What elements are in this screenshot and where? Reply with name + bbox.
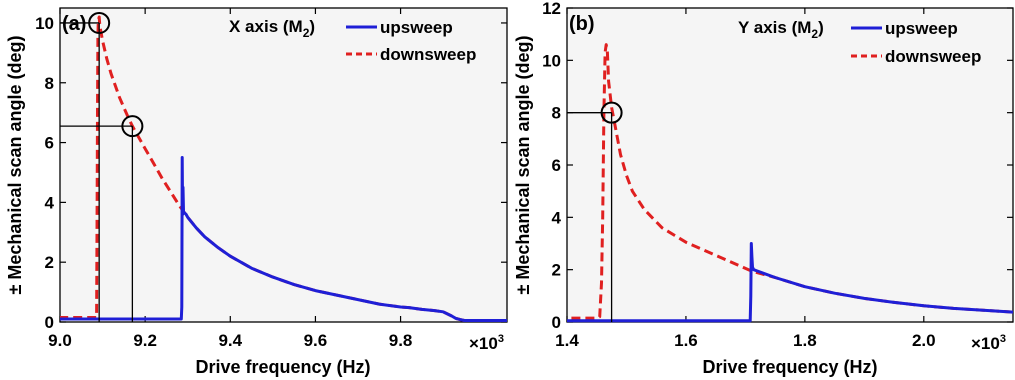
x-multiplier-base-b: ×10 <box>971 334 1000 353</box>
chart-title-end-a: ) <box>309 17 315 36</box>
plot-area-a <box>59 7 508 323</box>
y-axis-label-a: ± Mechanical scan angle (deg) <box>5 36 25 295</box>
annotation-circle-marker <box>88 11 111 34</box>
series-layer-b <box>567 43 1014 323</box>
annotation-layer-a <box>60 11 144 322</box>
y-tick-label: 2 <box>45 253 54 272</box>
x-multiplier-a: ×103 <box>469 333 504 353</box>
series-line-upsweep-b <box>567 242 1014 323</box>
x-multiplier-base-a: ×10 <box>469 334 498 353</box>
y-ticks-b: 0 2 4 6 8 10 12 <box>542 0 1013 332</box>
y-tick-label: 4 <box>45 193 55 212</box>
x-tick-label: 1.6 <box>674 331 698 350</box>
panel-label-a: (a) <box>62 13 86 35</box>
series-line-upsweep-a <box>60 156 507 322</box>
legend-a: upsweep downsweep <box>346 18 476 64</box>
annotation-layer-b <box>567 101 623 322</box>
x-tick-label: 2.0 <box>912 331 936 350</box>
chart-title-main-b: Y axis (M <box>738 18 811 37</box>
legend-label-downsweep-b: downsweep <box>885 47 981 66</box>
y-tick-label: 10 <box>542 51 561 70</box>
chart-title-a: X axis (M2) <box>229 17 315 40</box>
x-tick-label: 9.0 <box>48 331 72 350</box>
panel-label-b: (b) <box>569 13 595 35</box>
y-axis-label-b: ± Mechanical scan angle (deg) <box>513 36 533 295</box>
y-tick-label: 12 <box>542 0 561 18</box>
annotation-circle-marker <box>600 101 623 124</box>
y-tick-label: 2 <box>552 261 561 280</box>
x-axis-label-b: Drive frequency (Hz) <box>702 357 877 377</box>
y-tick-label: 6 <box>552 156 561 175</box>
plot-area-b <box>566 7 1014 323</box>
x-multiplier-exp-b: 3 <box>1000 333 1006 345</box>
chart-title-main-a: X axis (M <box>229 17 303 36</box>
x-ticks-b: 1.4 1.6 1.8 2.0 <box>555 8 936 350</box>
legend-b: upsweep downsweep <box>851 19 981 66</box>
x-axis-label-a: Drive frequency (Hz) <box>195 357 370 377</box>
series-layer-a <box>60 15 507 322</box>
x-tick-label: 9.6 <box>304 331 328 350</box>
x-tick-label: 9.2 <box>133 331 157 350</box>
chart-title-b: Y axis (M2) <box>738 18 824 41</box>
x-multiplier-b: ×103 <box>971 333 1006 353</box>
y-tick-label: 4 <box>552 208 562 227</box>
y-tick-label: 8 <box>552 104 561 123</box>
legend-label-upsweep-a: upsweep <box>380 18 453 37</box>
x-tick-label: 9.4 <box>218 331 242 350</box>
y-tick-label: 0 <box>45 313 54 332</box>
x-tick-label: 1.8 <box>793 331 817 350</box>
y-tick-label: 10 <box>35 14 54 33</box>
chart-title-sub-b: 2 <box>811 27 818 41</box>
chart-title-end-b: ) <box>818 18 824 37</box>
legend-label-downsweep-a: downsweep <box>380 45 476 64</box>
y-tick-label: 6 <box>45 134 54 153</box>
chart-title-sub-a: 2 <box>303 26 310 40</box>
y-tick-label: 8 <box>45 74 54 93</box>
x-multiplier-exp-a: 3 <box>498 333 504 345</box>
legend-label-upsweep-b: upsweep <box>885 19 958 38</box>
y-ticks-a: 0 2 4 6 8 10 <box>35 14 507 332</box>
x-ticks-a: 9.0 9.2 9.4 9.6 9.8 <box>48 8 412 350</box>
y-tick-label: 0 <box>552 313 561 332</box>
x-tick-label: 1.4 <box>555 331 579 350</box>
annotation-circle-marker <box>121 115 144 138</box>
x-tick-label: 9.8 <box>389 331 413 350</box>
